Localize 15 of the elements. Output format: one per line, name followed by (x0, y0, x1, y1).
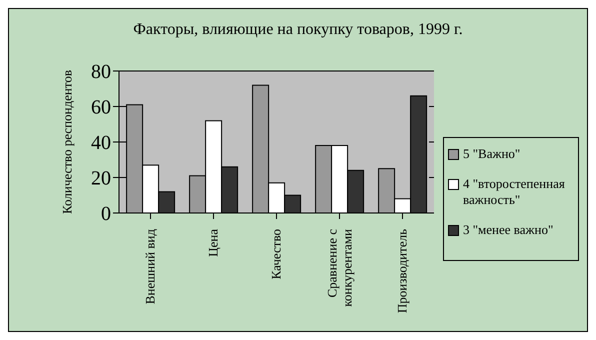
x-tick-label: Внешний вид (142, 228, 158, 304)
x-tick-label: Цена (206, 228, 220, 257)
y-axis-title: Количество респондентов (60, 70, 75, 214)
y-tick-label: 40 (91, 132, 111, 154)
y-tick-label: 20 (91, 168, 111, 190)
chart-title: Факторы, влияющие на покупку товаров, 1999 г. (132, 21, 464, 39)
y-tick-label: 80 (91, 61, 111, 84)
legend-label: 4 "второстепенная важность" (463, 176, 566, 208)
x-tick-label: Качество (268, 229, 284, 280)
y-tick-label: 60 (91, 96, 111, 119)
x-tick-label: Производитель (394, 228, 410, 314)
legend-label: 5 "Важно" (463, 146, 520, 162)
x-tick-label: Сравнение с конкурентами (324, 228, 354, 307)
legend-label: 3 "менее важно" (463, 222, 554, 238)
y-tick-label: 0 (101, 203, 111, 226)
